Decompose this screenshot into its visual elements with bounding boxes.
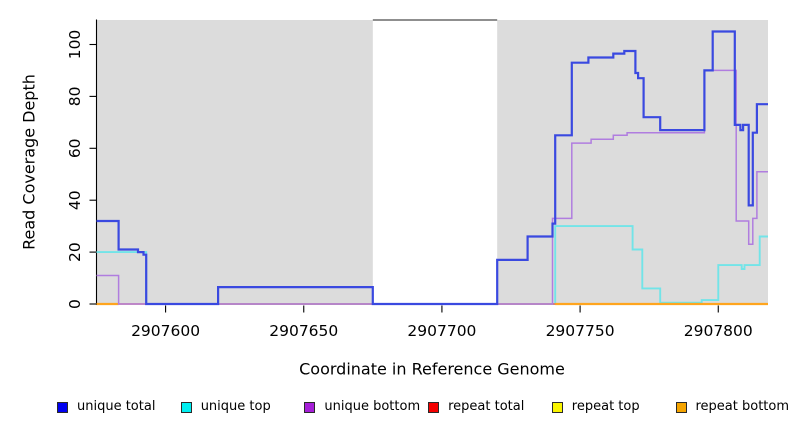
shaded-region [497,20,768,305]
x-tick-label: 2907650 [269,322,338,340]
y-axis-title: Read Coverage Depth [19,74,39,250]
shaded-region [96,20,373,305]
y-tick-label: 0 [66,299,84,309]
x-tick-label: 2907600 [131,322,200,340]
series-line-unique-total [96,30,768,306]
series-line-unique-top [96,225,768,305]
y-tick-label: 20 [66,242,84,262]
x-tick-label: 2907700 [407,322,476,340]
y-tick-label: 80 [66,87,84,107]
x-tick-label: 2907750 [546,322,615,340]
x-tick-label: 2907800 [684,322,753,340]
y-tick-label: 40 [66,190,84,210]
x-axis-title: Coordinate in Reference Genome [299,359,565,379]
y-tick-label: 100 [66,30,84,60]
y-tick-label: 60 [66,138,84,158]
